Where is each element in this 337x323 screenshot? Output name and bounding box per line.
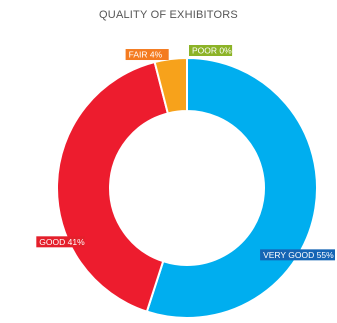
- label-text: FAIR 4%: [129, 50, 163, 60]
- label-box: [260, 249, 335, 261]
- label-text: VERY GOOD 55%: [263, 250, 334, 260]
- label-text: POOR 0%: [192, 46, 232, 56]
- data-label-poor: POOR 0%: [189, 45, 232, 56]
- label-text: GOOD 41%: [39, 237, 85, 247]
- data-label-very-good: VERY GOOD 55%: [260, 249, 335, 261]
- data-label-good: GOOD 41%: [36, 236, 85, 248]
- label-box: [189, 45, 233, 56]
- label-box: [125, 49, 169, 61]
- label-box: [36, 236, 85, 248]
- data-label-fair: FAIR 4%: [125, 49, 169, 61]
- chart-title: QUALITY OF EXHIBITORS: [99, 9, 238, 21]
- slice-good: [56, 60, 170, 313]
